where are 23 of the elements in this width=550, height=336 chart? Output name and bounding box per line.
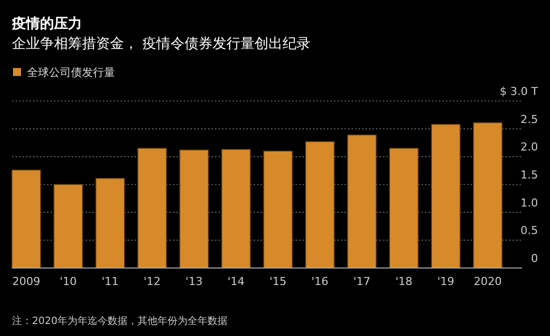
y-tick-label: 0.5 bbox=[520, 224, 538, 238]
chart-subtitle: 企业争相筹措资金， 疫情令债券发行量创出纪录 bbox=[12, 36, 310, 52]
x-tick-label: '18 bbox=[395, 275, 412, 288]
x-tick-label: '13 bbox=[186, 275, 203, 288]
y-tick-label: 1.0 bbox=[520, 196, 538, 210]
chart-title: 疫情的压力 bbox=[11, 15, 82, 32]
text: 注：2020年为年迄今数据，其他年份为全年数据 bbox=[12, 315, 228, 327]
legend-label: 全球公司债发行量 bbox=[27, 66, 115, 79]
x-tick-label: '19 bbox=[437, 275, 454, 288]
x-tick-label: '15 bbox=[269, 275, 286, 288]
y-tick-label: 2.0 bbox=[520, 140, 538, 154]
x-tick-label: '11 bbox=[102, 275, 119, 288]
x-tick-label: '10 bbox=[60, 275, 77, 288]
y-tick-label: 2.5 bbox=[520, 112, 538, 126]
x-tick-label: 2009 bbox=[12, 275, 40, 288]
x-tick-label: '16 bbox=[311, 275, 328, 288]
y-tick-label: $ 3.0 T bbox=[500, 85, 538, 98]
x-tick-label: '17 bbox=[353, 275, 370, 288]
x-tick-label: 2020 bbox=[474, 275, 502, 288]
x-tick-label: '14 bbox=[228, 275, 245, 288]
y-tick-label: 1.5 bbox=[520, 168, 538, 182]
x-tick-label: '12 bbox=[144, 275, 161, 288]
y-tick-label: 0 bbox=[531, 252, 538, 265]
